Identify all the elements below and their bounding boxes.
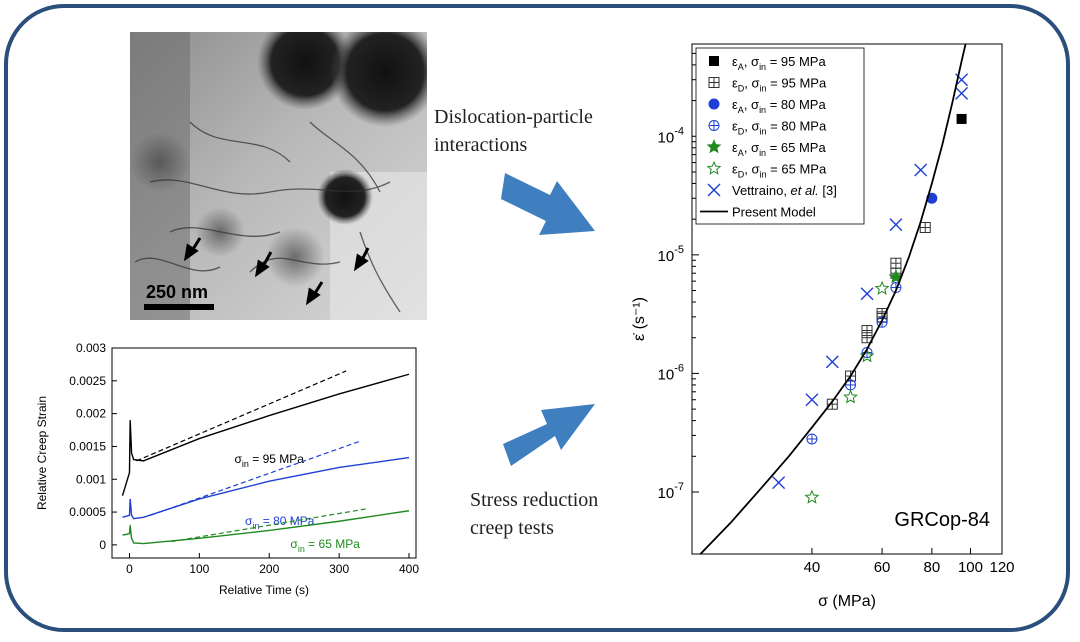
creep-x-tick-label: 0 bbox=[126, 562, 133, 576]
creep-x-tick-label: 100 bbox=[189, 562, 209, 576]
creep-x-tick-label: 300 bbox=[329, 562, 349, 576]
data-point bbox=[890, 257, 902, 269]
legend-marker bbox=[709, 56, 719, 66]
arrow-top bbox=[501, 173, 595, 235]
dislocation-arrows bbox=[183, 237, 370, 306]
stress-label: Stress reduction creep tests bbox=[470, 486, 598, 542]
data-point bbox=[772, 476, 786, 490]
legend-marker bbox=[706, 139, 722, 154]
legend-entry: εA, σin = 95 MPa bbox=[732, 54, 826, 72]
legend-entry: εD, σin = 80 MPa bbox=[732, 119, 827, 137]
creep-fit-line bbox=[136, 370, 347, 462]
creep-y-tick-label: 0.001 bbox=[76, 472, 106, 486]
stress-label-line1: Stress reduction bbox=[470, 489, 599, 511]
arrow-bottom bbox=[503, 404, 595, 466]
dislocation-label-line2: interactions bbox=[434, 134, 528, 156]
data-point bbox=[861, 325, 873, 337]
creep-strain-chart: 0 100 200 300 400 0 0.0005 0.001 0.0015 0.002 0.00… bbox=[36, 341, 419, 597]
rate-plot-marks bbox=[699, 44, 969, 554]
model-curve bbox=[699, 44, 967, 554]
data-point bbox=[805, 393, 819, 407]
legend-marker bbox=[708, 98, 720, 110]
creep-y-tick-label: 0.0025 bbox=[69, 374, 106, 388]
tem-micrograph: 250 nm bbox=[130, 32, 427, 320]
data-point bbox=[860, 287, 874, 301]
creep-fit-line bbox=[171, 508, 368, 543]
stress-label-line2: creep tests bbox=[470, 517, 554, 539]
creep-y-tick-label: 0.0015 bbox=[69, 439, 106, 453]
legend-entry: Present Model bbox=[732, 205, 816, 220]
data-point bbox=[955, 86, 969, 100]
rate-x-axis-label: σ (MPa) bbox=[818, 593, 876, 610]
creep-plot-area bbox=[111, 347, 417, 559]
arrow-top-icon bbox=[501, 173, 595, 235]
creep-y-tick-label: 0.003 bbox=[76, 341, 106, 355]
rate-x-tick-label: 80 bbox=[924, 559, 941, 576]
rate-y-tick-label: 10-5 bbox=[658, 244, 684, 265]
legend-entry: εD, σin = 95 MPa bbox=[732, 76, 827, 94]
data-point bbox=[889, 218, 903, 232]
legend-marker bbox=[708, 77, 720, 88]
rate-x-tick-label: 60 bbox=[874, 559, 891, 576]
legend-entry: εA, σin = 80 MPa bbox=[732, 97, 826, 115]
data-point bbox=[874, 280, 890, 295]
scale-bar bbox=[144, 304, 214, 310]
data-point bbox=[956, 113, 967, 124]
creep-y-tick-label: 0.0005 bbox=[69, 505, 106, 519]
creep-series-label: σin = 95 MPa bbox=[235, 452, 305, 469]
creep-series-line bbox=[122, 510, 410, 545]
rate-legend: εA, σin = 95 MPa εD, σin = 95 MPa εA, σin … bbox=[695, 47, 865, 225]
dislocation-label-line1: Dislocation-particle bbox=[434, 106, 593, 128]
data-point bbox=[843, 389, 858, 404]
strain-rate-chart: 40 60 80 100 120 10-7 10-6 10-5 10-4 σ (MPa) ε̇ (s… bbox=[631, 43, 1015, 610]
legend-entry: Vettraino, et al. [3] bbox=[732, 183, 837, 198]
legend-marker bbox=[708, 120, 720, 131]
arrow-bottom-icon bbox=[503, 404, 595, 466]
creep-x-tick-label: 200 bbox=[259, 562, 279, 576]
legend-entry: εD, σin = 65 MPa bbox=[732, 162, 827, 180]
rate-y-tick-label: 10-6 bbox=[658, 362, 684, 383]
data-point bbox=[825, 355, 839, 369]
rate-x-tick-label: 40 bbox=[804, 559, 821, 576]
legend-marker bbox=[706, 160, 722, 175]
data-point bbox=[888, 269, 904, 284]
rate-plot-area bbox=[691, 43, 1003, 555]
data-point bbox=[914, 163, 928, 177]
rate-y-tick-label: 10-4 bbox=[658, 125, 684, 146]
creep-x-tick-label: 400 bbox=[399, 562, 419, 576]
rate-annotation: GRCop-84 bbox=[894, 509, 990, 531]
data-point bbox=[804, 489, 820, 504]
creep-y-axis-label: Relative Creep Strain bbox=[36, 396, 49, 510]
creep-x-axis-label: Relative Time (s) bbox=[219, 583, 309, 597]
data-point bbox=[859, 348, 875, 363]
creep-fit-line bbox=[150, 440, 361, 516]
scale-bar-label: 250 nm bbox=[146, 282, 208, 302]
rate-x-tick-label: 100 bbox=[958, 559, 983, 576]
legend-entry: εA, σin = 65 MPa bbox=[732, 140, 826, 158]
rate-y-tick-label: 10-7 bbox=[658, 481, 684, 502]
creep-series-label: σin = 65 MPa bbox=[290, 537, 360, 554]
data-point bbox=[919, 222, 931, 234]
legend-box bbox=[695, 47, 865, 225]
creep-y-tick-label: 0.002 bbox=[76, 407, 106, 421]
rate-x-tick-label: 120 bbox=[989, 559, 1014, 576]
creep-series-label: σin = 80 MPa bbox=[245, 514, 315, 531]
data-point bbox=[806, 433, 818, 445]
legend-marker bbox=[707, 183, 721, 197]
dislocation-label: Dislocation-particle interactions bbox=[434, 103, 593, 159]
creep-series-line bbox=[122, 456, 410, 520]
rate-y-axis-label: ε̇ (s⁻¹) bbox=[631, 297, 648, 341]
creep-series-line bbox=[121, 373, 410, 496]
creep-y-tick-label: 0 bbox=[99, 538, 106, 552]
